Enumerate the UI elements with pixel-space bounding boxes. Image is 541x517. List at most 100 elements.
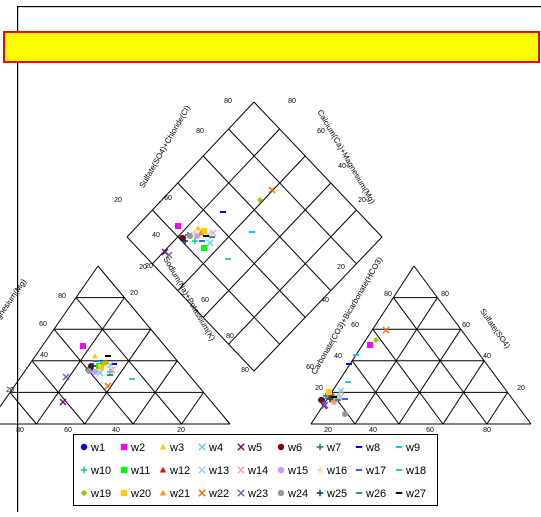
sample-point-w20	[326, 389, 332, 395]
tick-label: 40	[334, 353, 342, 360]
sample-point-w3	[195, 225, 201, 231]
series-w24	[86, 233, 348, 417]
frame-top-line	[17, 6, 541, 8]
legend-label-w5: w5	[247, 442, 262, 454]
series-w23	[62, 251, 329, 409]
legend-label-w11: w11	[130, 465, 150, 477]
axis-label-ca-mg: Calcium(Ca)+Magnesium(Mg)	[316, 108, 377, 205]
tick-label: 20	[130, 290, 138, 297]
legend-label-w4: w4	[208, 442, 223, 454]
sample-point-w5	[161, 248, 169, 256]
tick-label: 20	[114, 197, 122, 204]
diamond-gridline	[152, 128, 280, 265]
diagram-grids	[0, 101, 532, 425]
legend-marker-w14	[237, 466, 245, 474]
diamond-gridline	[177, 155, 306, 291]
sample-point-w5	[59, 398, 67, 406]
diamond-gridline	[152, 209, 280, 345]
sample-point-w27	[105, 355, 111, 357]
sample-point-w3	[92, 353, 98, 359]
sample-point-w23	[62, 373, 70, 381]
sample-point-w8	[220, 211, 226, 213]
legend-marker-w11	[120, 466, 128, 474]
sample-point-w11	[201, 245, 207, 251]
sample-point-w4	[206, 239, 214, 247]
tick-label: 20	[139, 264, 147, 271]
frame-left-line	[17, 6, 19, 512]
legend-marker-w2	[120, 443, 128, 451]
series-w4	[96, 239, 345, 395]
tick-label: 20	[315, 385, 323, 392]
legend-label-w26: w26	[365, 488, 386, 500]
legend-label-w24: w24	[287, 488, 308, 500]
sample-point-w26	[335, 399, 341, 401]
legend-label-w18: w18	[405, 465, 426, 477]
series-w18	[129, 258, 351, 383]
sample-point-w8	[346, 363, 352, 365]
tick-label: 80	[483, 427, 491, 434]
sample-point-w25	[90, 363, 96, 369]
diamond-edge	[126, 101, 255, 238]
tick-label: 60	[39, 321, 47, 328]
tick-label: 80	[58, 293, 66, 300]
legend-label-w23: w23	[247, 488, 268, 500]
anion-triangle-edge	[310, 265, 415, 425]
sample-points	[59, 186, 390, 417]
tick-label: 80	[384, 291, 392, 298]
legend-marker-w7	[316, 443, 324, 451]
sample-point-w23	[321, 401, 329, 409]
legend-marker-w18	[395, 469, 403, 471]
sample-point-w15	[92, 369, 98, 375]
series-w17	[93, 240, 348, 400]
sample-point-w9	[249, 231, 255, 233]
tick-label: 60	[164, 195, 172, 202]
tick-label: 40	[369, 427, 377, 434]
tick-label: 80	[241, 367, 249, 374]
legend-label-w2: w2	[130, 442, 145, 454]
legend-label-w10: w10	[90, 465, 111, 477]
sample-point-w20	[201, 228, 207, 234]
diamond-gridline	[228, 128, 357, 265]
series-w26	[107, 236, 341, 401]
legend-label-w6: w6	[287, 442, 302, 454]
sample-point-w6	[179, 235, 185, 241]
sample-point-w21	[198, 230, 204, 236]
legend-label-w13: w13	[208, 465, 229, 477]
cation-triangle-gridline	[53, 328, 134, 425]
legend-marker-w15	[277, 466, 285, 474]
legend-marker-w20	[120, 489, 128, 497]
legend-marker-w27	[395, 492, 403, 494]
tick-label: 60	[306, 364, 314, 371]
sample-point-w18	[345, 381, 351, 383]
tick-labels: 20 40 60 80 80 80 60 40 20 60 20 80 20 40 20 60 80 80 60 40…	[6, 98, 525, 434]
tick-label: 40	[112, 427, 120, 434]
legend-label-w9: w9	[405, 442, 420, 454]
tick-label: 20	[6, 387, 14, 394]
diamond-edge	[253, 236, 383, 372]
diamond-gridline	[202, 182, 332, 318]
sample-point-w18	[225, 258, 231, 260]
sample-point-w17	[93, 360, 99, 362]
tick-label: 60	[462, 322, 470, 329]
legend-marker-w16	[316, 466, 324, 474]
axis-labels: Sulfate(SO4)+Chloride(Cl) Calcium(Ca)+Mag…	[0, 104, 512, 376]
legend-marker-w25	[316, 489, 324, 497]
tick-label: 80	[288, 98, 296, 105]
sample-point-w2	[367, 342, 373, 348]
series-w22	[104, 186, 390, 390]
legend-label-w22: w22	[208, 488, 229, 500]
tick-label: 80	[224, 98, 232, 105]
series-w2	[80, 223, 373, 349]
legend-label-w21: w21	[169, 488, 190, 500]
series-w20	[98, 228, 332, 395]
sample-point-w22	[104, 382, 112, 390]
tick-label: 20	[517, 385, 525, 392]
anion-triangle-gridline	[392, 297, 488, 425]
legend-marker-w3	[159, 443, 167, 450]
tick-label: 60	[201, 297, 209, 304]
legend-label-w8: w8	[365, 442, 380, 454]
sample-point-w26	[107, 374, 113, 376]
legend-marker-w24	[277, 489, 285, 497]
sample-point-w10	[192, 238, 198, 244]
